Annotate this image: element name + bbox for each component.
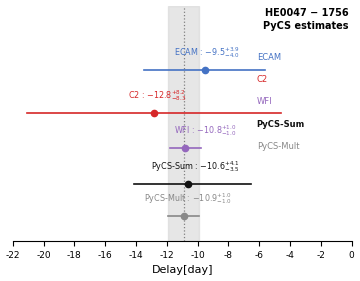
Text: PyCS-Mult : $-10.9^{+1.0}_{-1.0}$: PyCS-Mult : $-10.9^{+1.0}_{-1.0}$ [144, 191, 232, 206]
Text: WFI: WFI [257, 98, 273, 106]
Bar [168, 6, 199, 241]
X-axis label: Delay[day]: Delay[day] [152, 266, 213, 275]
Text: WFI : $-10.8^{+1.0}_{-1.0}$: WFI : $-10.8^{+1.0}_{-1.0}$ [175, 123, 237, 138]
Text: ECAM: ECAM [257, 53, 281, 62]
Text: PyCS-Sum : $-10.6^{+4.1}_{-3.5}$: PyCS-Sum : $-10.6^{+4.1}_{-3.5}$ [152, 159, 240, 174]
Text: C2: C2 [257, 75, 268, 84]
Text: C2 : $-12.8^{+8.2}_{-8.3}$: C2 : $-12.8^{+8.2}_{-8.3}$ [128, 88, 186, 103]
Text: PyCS-Mult: PyCS-Mult [257, 142, 299, 151]
Text: PyCS-Sum: PyCS-Sum [257, 120, 305, 129]
Text: ECAM : $-9.5^{+3.9}_{-4.0}$: ECAM : $-9.5^{+3.9}_{-4.0}$ [175, 45, 240, 60]
Text: HE0047 − 1756
PyCS estimates: HE0047 − 1756 PyCS estimates [263, 8, 348, 31]
